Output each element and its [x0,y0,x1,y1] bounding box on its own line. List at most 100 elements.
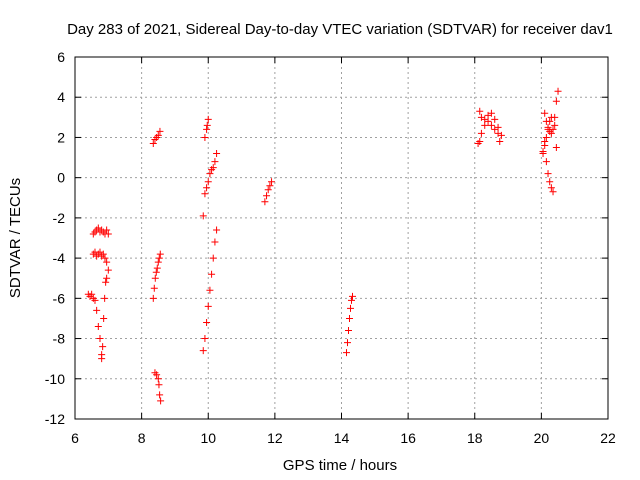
x-tick-label: 18 [467,430,483,446]
data-point [346,304,354,312]
data-point [155,254,163,262]
y-tick-label: 6 [57,49,65,65]
series-arc-f1 [474,107,505,147]
x-tick-label: 12 [267,430,283,446]
data-point [201,133,209,141]
data-point [211,238,219,246]
data-point [542,133,550,141]
x-tick-label: 14 [334,430,350,446]
data-point [155,381,163,389]
y-tick-label: -4 [53,250,66,266]
data-point [203,318,211,326]
data-point [494,123,502,131]
data-point [154,258,162,266]
series-arc-c1 [199,226,221,355]
x-tick-label: 6 [71,430,79,446]
data-point [481,121,489,129]
y-axis-label: SDTVAR / TECUs [7,178,24,298]
data-point [206,286,214,294]
chart-title: Day 283 of 2021, Sidereal Day-to-day VTE… [67,21,613,38]
data-point [154,375,162,383]
x-tick-label: 20 [534,430,550,446]
y-tick-label: -6 [53,290,66,306]
y-tick-label: 2 [57,129,65,145]
data-point [541,109,549,117]
data-point [206,170,214,178]
data-point [94,322,102,330]
y-tick-label: 4 [57,89,65,105]
data-point [213,150,221,158]
data-point [199,347,207,355]
data-point [204,302,212,310]
data-point [88,290,96,298]
data-point [103,226,111,234]
data-point [93,306,101,314]
data-point [554,87,562,95]
data-point [344,327,352,335]
data-point [213,226,221,234]
data-point [264,186,272,194]
data-point [347,296,355,304]
series-arc-d1 [261,178,276,206]
x-axis-label: GPS time / hours [283,457,397,474]
data-point [487,109,495,117]
data-point [261,198,269,206]
series-arc-a2 [89,248,112,274]
data-point [204,178,212,186]
x-tick-label: 22 [600,430,616,446]
series-arc-f2 [476,109,504,145]
series-arc-a3 [89,224,112,238]
data-point [154,131,162,139]
data-point [209,254,217,262]
data-point [549,188,557,196]
data-point [103,258,111,266]
data-point [487,121,495,129]
data-point [150,284,158,292]
data-point [157,397,165,405]
data-point [544,125,552,133]
data-point [156,127,164,135]
series-arc-a1 [84,290,106,363]
x-tick-label: 16 [400,430,416,446]
data-point [99,343,107,351]
data-point [552,97,560,105]
data-point [101,254,109,262]
data-point [546,178,554,186]
data-point [552,144,560,151]
data-point [102,278,110,286]
data-point [211,158,219,166]
y-tick-label: -10 [45,371,65,387]
data-point [100,314,108,322]
series-arc-c2 [199,150,221,220]
data-point [199,212,207,220]
data-point [103,274,111,282]
data-point [104,266,112,274]
series-arc-a4 [98,274,111,359]
data-point [496,137,504,145]
data-point [156,391,164,399]
data-point [547,129,555,137]
series-arc-g1 [539,141,557,196]
data-point [152,268,160,276]
data-point [149,294,157,302]
data-point [484,117,492,125]
data-point [201,190,209,198]
series-arc-e1 [342,292,356,357]
data-point [541,137,549,145]
y-tick-label: -2 [53,210,66,226]
data-point [208,270,216,278]
data-point [476,137,484,145]
data-point [263,192,271,200]
data-point [149,139,157,147]
data-point [153,371,161,379]
data-point [99,250,107,258]
data-point [204,115,212,123]
data-point [203,121,211,129]
data-point [203,125,211,133]
data-point [343,339,351,347]
y-tick-label: 0 [57,170,65,186]
series-arc-g2 [541,87,562,137]
series-arc-c3 [201,115,212,141]
data-point [497,131,505,139]
data-point [542,158,550,166]
